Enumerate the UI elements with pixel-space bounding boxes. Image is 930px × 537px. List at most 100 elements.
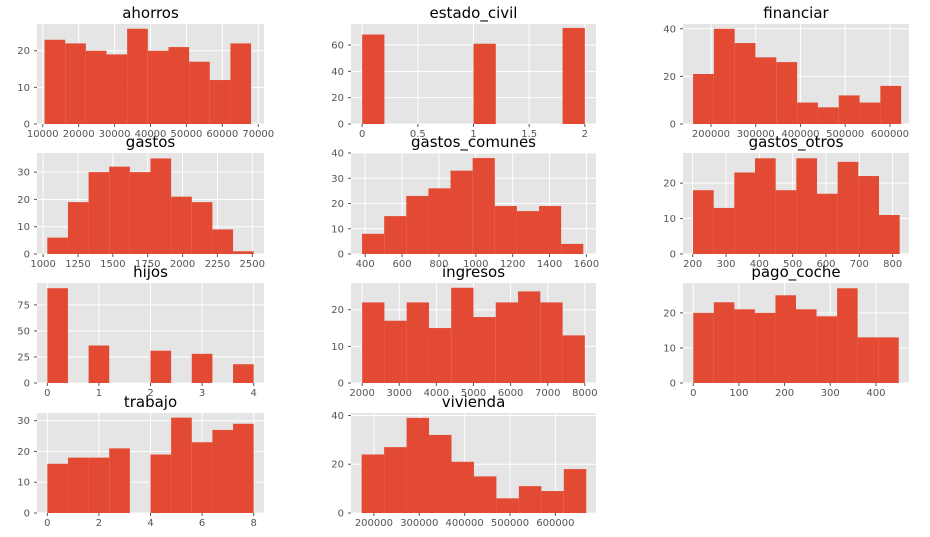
histogram-bar [85, 50, 107, 124]
x-tick-label: 0 [359, 129, 365, 140]
histogram-bar [562, 335, 585, 383]
histogram-bar [47, 463, 68, 513]
histogram-bar [429, 434, 452, 513]
histogram-bar [473, 43, 496, 124]
histogram-bar [776, 62, 798, 124]
y-tick-label: 0 [24, 120, 30, 131]
x-tick-label: 1500 [100, 259, 125, 270]
histogram-bar [755, 57, 777, 125]
x-tick-label: 8000 [572, 388, 597, 399]
y-tick-label: 30 [17, 168, 30, 179]
histogram-bar [796, 158, 817, 254]
y-tick-label: 0 [670, 379, 676, 390]
y-tick-label: 20 [663, 72, 676, 83]
histogram-bar [67, 202, 89, 254]
histogram-bar [451, 461, 474, 513]
histogram-bar [147, 50, 169, 124]
histogram-bar [233, 251, 254, 254]
subplot-title: vivienda [442, 393, 506, 411]
y-tick-label: 0 [338, 379, 344, 390]
histogram-bar [428, 188, 451, 254]
x-tick-label: 7000 [535, 388, 560, 399]
x-tick-label: 40000 [135, 129, 167, 140]
x-tick-label: 1600 [574, 259, 599, 270]
histogram-bar [406, 417, 430, 513]
histogram-bar [88, 172, 110, 254]
histogram-panel-gastos-otros: 200 300 400 500 600 700 800 0 10 20 gastos_otros [663, 133, 909, 270]
x-tick-label: 5000 [461, 388, 486, 399]
histogram-bar [109, 166, 130, 254]
histogram-panel-gastos: 1000 1250 1500 1750 2000 2250 2500 0 10 20 30 gasto… [17, 133, 265, 270]
histogram-bar [693, 74, 714, 124]
x-tick-label: 2500 [240, 259, 265, 270]
x-tick-label: 300 [821, 388, 840, 399]
y-tick-label: 50 [17, 326, 30, 337]
histogram-bar [755, 158, 776, 254]
histogram-bar [150, 454, 172, 513]
histogram-bar [233, 364, 254, 383]
x-tick-label: 3 [199, 388, 205, 399]
histogram-bar [109, 448, 130, 513]
histogram-bar [496, 498, 519, 513]
histogram-bar [67, 457, 89, 513]
x-tick-label: 400000 [446, 518, 484, 529]
y-tick-label: 40 [331, 67, 344, 78]
histogram-bar [837, 288, 858, 383]
x-tick-label: 4 [147, 518, 153, 529]
x-tick-label: 500000 [826, 129, 864, 140]
histogram-bar [150, 350, 172, 383]
histogram-bar [858, 176, 879, 254]
y-tick-label: 10 [17, 83, 30, 94]
x-tick-label: 700 [850, 259, 869, 270]
subplot-title: gastos_comunes [411, 133, 536, 152]
y-tick-label: 10 [17, 222, 30, 233]
x-tick-label: 1000 [30, 259, 55, 270]
y-tick-label: 30 [331, 174, 344, 185]
y-tick-label: 20 [663, 179, 676, 190]
x-tick-label: 0 [44, 518, 50, 529]
x-tick-label: 20000 [63, 129, 95, 140]
subplot-title: estado_civil [430, 4, 518, 23]
histogram-bar [693, 312, 714, 383]
histogram-bar [47, 288, 68, 383]
x-tick-label: 300000 [737, 129, 775, 140]
x-tick-label: 0.5 [410, 129, 426, 140]
x-tick-label: 400 [866, 388, 885, 399]
subplot-title: ingresos [442, 263, 505, 281]
histogram-bar [713, 207, 735, 254]
x-tick-label: 6 [199, 518, 205, 529]
x-tick-label: 400 [750, 259, 769, 270]
y-tick-label: 40 [331, 411, 344, 422]
histogram-bar [539, 206, 562, 254]
y-tick-label: 20 [331, 93, 344, 104]
x-tick-label: 200000 [355, 518, 393, 529]
y-tick-label: 25 [17, 352, 30, 363]
subplot-title: gastos [126, 133, 176, 151]
x-tick-label: 600000 [871, 129, 909, 140]
x-tick-label: 1200 [500, 259, 525, 270]
y-tick-label: 30 [17, 416, 30, 427]
y-tick-label: 0 [338, 509, 344, 520]
histogram-panel-trabajo: 0 2 4 6 8 0 10 20 30 trabajo [17, 393, 264, 529]
histogram-bar [473, 476, 497, 513]
histogram-bar [563, 469, 587, 513]
x-tick-label: 1250 [65, 259, 90, 270]
histogram-bar [384, 216, 407, 254]
x-tick-label: 10000 [27, 129, 59, 140]
x-tick-label: 30000 [99, 129, 131, 140]
y-tick-label: 0 [24, 250, 30, 261]
histogram-bar [88, 345, 110, 383]
histogram-bar [129, 172, 151, 254]
x-tick-label: 400000 [781, 129, 819, 140]
subplot-title: ahorros [122, 4, 179, 22]
histogram-bar [713, 28, 735, 125]
histogram-bar [191, 353, 213, 383]
histogram-bar [88, 457, 110, 513]
histogram-bar [837, 161, 859, 254]
x-tick-label: 500 [783, 259, 802, 270]
histogram-bar [878, 337, 899, 383]
y-tick-label: 40 [331, 149, 344, 160]
histogram-bar [494, 206, 517, 254]
y-tick-label: 0 [338, 120, 344, 131]
histogram-bar [362, 302, 385, 383]
